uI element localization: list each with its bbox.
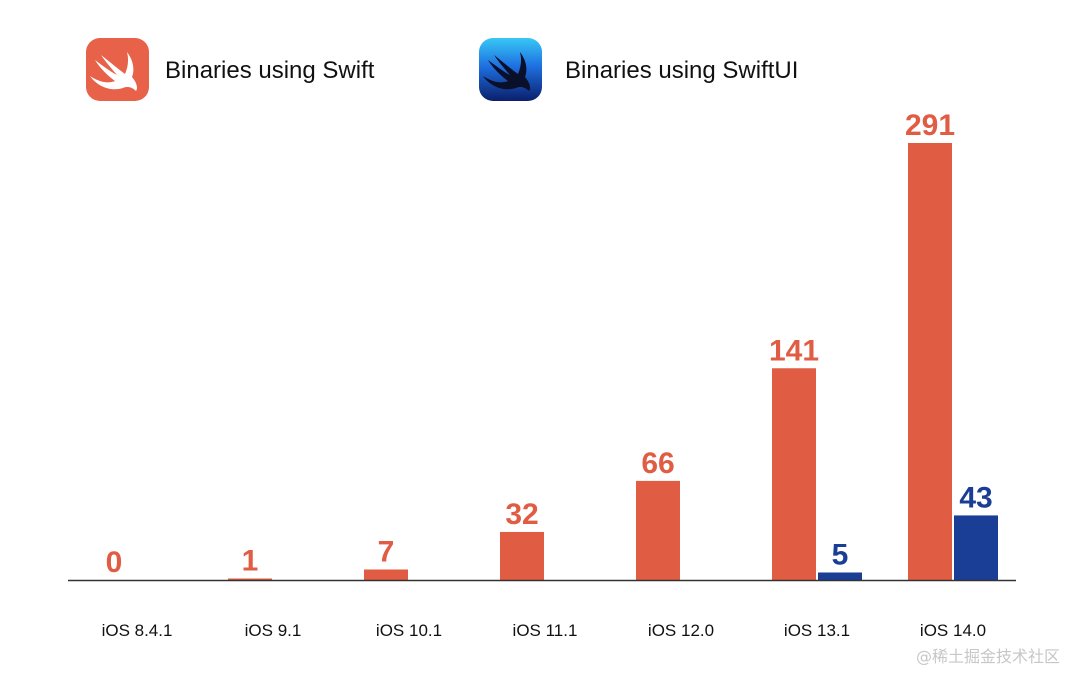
swiftui-logo-icon (479, 38, 542, 101)
bar-swiftui-5 (818, 572, 862, 580)
legend: Binaries using Swift Binaries using Swif… (86, 38, 798, 101)
bar-swift-5 (772, 368, 816, 580)
legend-label-swiftui: Binaries using SwiftUI (565, 57, 798, 84)
data-label-swift-0: 0 (106, 546, 123, 579)
bar-swift-2 (364, 569, 408, 580)
bar-swift-6 (908, 143, 952, 580)
x-tick-label-4: iOS 12.0 (648, 621, 714, 640)
data-label-swift-3: 32 (505, 498, 538, 531)
data-label-swift-6: 291 (905, 109, 955, 142)
x-tick-label-3: iOS 11.1 (513, 621, 578, 640)
data-label-swiftui-6: 43 (959, 481, 992, 514)
watermark-text: @稀土掘金技术社区 (916, 647, 1060, 666)
x-tick-label-5: iOS 13.1 (784, 621, 850, 640)
data-label-swift-4: 66 (641, 447, 674, 480)
x-tick-label-0: iOS 8.4.1 (102, 621, 173, 640)
data-label-swiftui-5: 5 (832, 538, 849, 571)
legend-label-swift: Binaries using Swift (165, 57, 375, 84)
bar-swift-3 (500, 531, 544, 580)
bar-swift-4 (636, 480, 680, 580)
data-label-swift-5: 141 (769, 334, 819, 367)
data-label-swift-1: 1 (242, 544, 259, 577)
data-label-swift-2: 7 (378, 535, 395, 568)
legend-item-swiftui: Binaries using SwiftUI (479, 38, 798, 101)
x-tick-label-1: iOS 9.1 (245, 621, 302, 640)
x-axis-ticks: iOS 8.4.1 iOS 9.1 iOS 10.1 iOS 11.1 iOS 12.0… (102, 621, 987, 640)
bar-swiftui-6 (954, 515, 998, 580)
swift-logo-icon (86, 38, 149, 101)
x-tick-label-2: iOS 10.1 (376, 621, 442, 640)
x-tick-label-6: iOS 14.0 (920, 621, 986, 640)
plot-area: 0 1 7 32 66 141 5 291 43 (106, 109, 998, 580)
bar-swift-1 (228, 578, 272, 580)
legend-item-swift: Binaries using Swift (86, 38, 375, 101)
